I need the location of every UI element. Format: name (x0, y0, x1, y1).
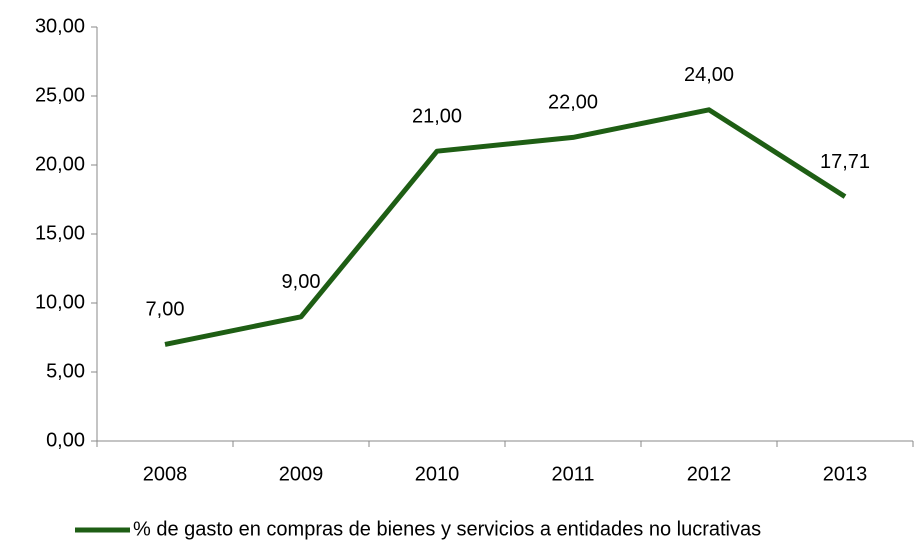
y-tick-label: 5,00 (46, 360, 85, 382)
x-tick-label: 2013 (823, 463, 868, 485)
x-tick-label: 2011 (551, 463, 594, 485)
legend-label: % de gasto en compras de bienes y servic… (133, 518, 761, 540)
data-label: 21,00 (412, 105, 462, 127)
y-tick-label: 15,00 (35, 222, 85, 244)
y-tick-label: 0,00 (46, 429, 85, 451)
y-tick-label: 30,00 (35, 15, 85, 37)
x-tick-label: 2010 (415, 463, 460, 485)
data-label: 9,00 (282, 271, 321, 293)
x-tick-label: 2009 (279, 463, 324, 485)
data-label: 7,00 (146, 299, 185, 321)
x-tick-label: 2012 (687, 463, 732, 485)
y-tick-label: 25,00 (35, 84, 85, 106)
data-label: 24,00 (684, 64, 734, 86)
line (164, 107, 847, 347)
data-label: 17,71 (820, 151, 870, 173)
x-tick-label: 2008 (143, 463, 188, 485)
y-tick-label: 10,00 (35, 291, 85, 313)
y-tick-label: 20,00 (35, 153, 85, 175)
data-label: 22,00 (548, 92, 598, 114)
